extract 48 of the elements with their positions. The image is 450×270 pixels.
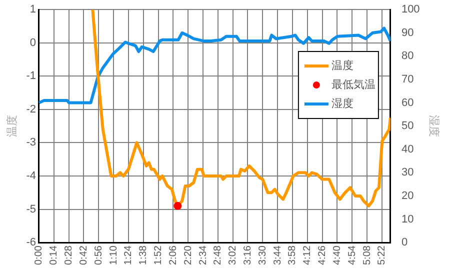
x-tick-label: 1:38 [138, 245, 150, 266]
y2-axis-title: 湿度 [427, 115, 440, 138]
y-tick-label: -2 [26, 103, 36, 116]
x-tick-label: 3:44 [272, 245, 284, 266]
x-tick-label: 4:12 [302, 245, 314, 266]
x-tick-label: 4:54 [346, 245, 358, 266]
y2-tick-label: 70 [401, 74, 414, 86]
y-tick-label: -1 [26, 70, 36, 82]
y-tick-label: -6 [26, 236, 36, 249]
y2-tick-label: 100 [401, 4, 420, 16]
y-tick-label: 0 [30, 36, 36, 49]
y2-tick-label: 10 [401, 213, 414, 226]
x-tick-label: 5:22 [376, 245, 388, 266]
legend-label: 最低気温 [331, 79, 376, 92]
x-tick-label: 2:48 [212, 245, 224, 266]
x-tick-label: 5:08 [362, 245, 373, 266]
x-tick-label: 2:06 [168, 245, 179, 266]
y-tick-label: -5 [26, 203, 36, 216]
legend-label: 湿度 [331, 97, 354, 110]
legend-label: 温度 [331, 59, 354, 72]
y2-tick-label: 90 [401, 26, 414, 39]
x-tick-label: 3:16 [242, 245, 254, 266]
y2-tick-label: 0 [401, 236, 408, 249]
y2-tick-label: 40 [401, 143, 414, 156]
y-tick-label: -3 [26, 136, 36, 149]
x-tick-label: 0:00 [34, 245, 45, 266]
y2-tick-label: 20 [401, 190, 414, 202]
x-tick-label: 3:02 [228, 245, 239, 266]
x-tick-label: 2:20 [182, 245, 194, 266]
x-tick-label: 1:52 [153, 245, 164, 266]
x-tick-label: 3:58 [287, 245, 298, 266]
x-tick-label: 1:24 [123, 245, 134, 266]
x-tick-label: 0:14 [48, 245, 60, 266]
x-tick-label: 4:26 [317, 245, 328, 266]
x-tick-label: 1:10 [108, 245, 120, 266]
y2-tick-label: 30 [401, 166, 414, 179]
y2-tick-label: 50 [401, 120, 414, 132]
y-axis-title: 温度 [6, 115, 19, 138]
y2-tick-label: 80 [401, 50, 414, 62]
x-tick-label: 4:40 [332, 245, 343, 266]
x-tick-label: 0:56 [93, 245, 104, 266]
y-tick-label: -4 [26, 170, 36, 182]
y2-tick-label: 60 [401, 96, 414, 109]
x-tick-label: 0:28 [64, 245, 75, 266]
x-tick-label: 3:30 [257, 245, 268, 266]
y-tick-label: 1 [30, 4, 36, 16]
x-tick-label: 0:42 [78, 245, 90, 266]
x-tick-label: 2:34 [198, 245, 209, 266]
